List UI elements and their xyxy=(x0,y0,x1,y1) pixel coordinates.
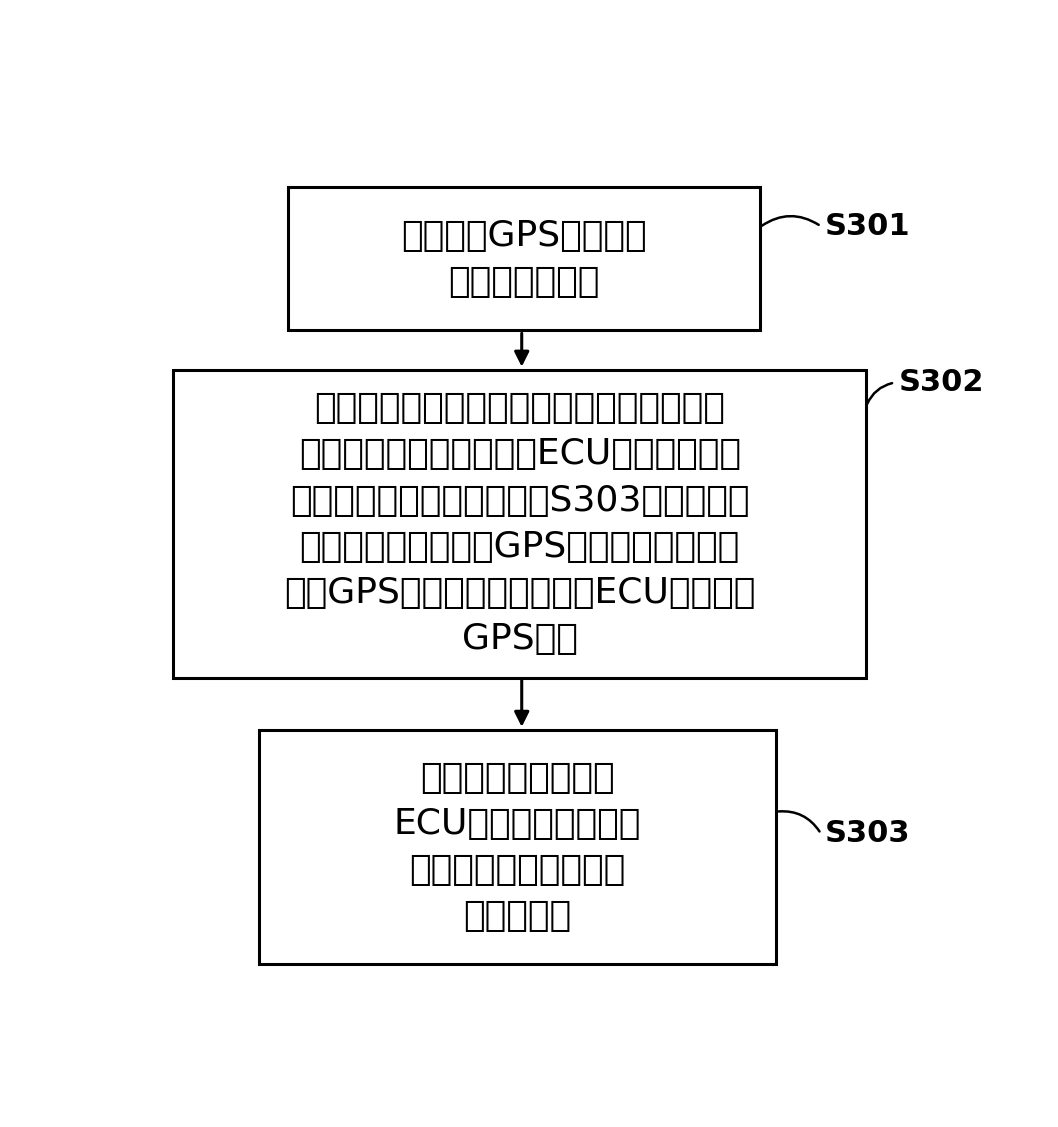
FancyBboxPatch shape xyxy=(174,370,867,677)
Text: S303: S303 xyxy=(825,819,911,849)
Text: S302: S302 xyxy=(899,369,984,397)
FancyBboxPatch shape xyxy=(288,187,760,330)
FancyBboxPatch shape xyxy=(259,729,776,964)
Text: 若未获取到所述第一密码信息或获取到的所
述第一密码信息与发动机ECU预存的第二密
码信息不匹配，则进入步骤S303，其中所述
第二密码信息与指定GPS终端相对应: 若未获取到所述第一密码信息或获取到的所 述第一密码信息与发动机ECU预存的第二密… xyxy=(284,391,755,656)
Text: 获取当前GPS终端发送
的第一密码信息: 获取当前GPS终端发送 的第一密码信息 xyxy=(401,219,646,299)
Text: 生成并在所述发动机
ECU中存储锁车指令，
以根据所述锁车指令进
行锁车操作: 生成并在所述发动机 ECU中存储锁车指令， 以根据所述锁车指令进 行锁车操作 xyxy=(394,761,641,933)
Text: S301: S301 xyxy=(825,212,911,241)
